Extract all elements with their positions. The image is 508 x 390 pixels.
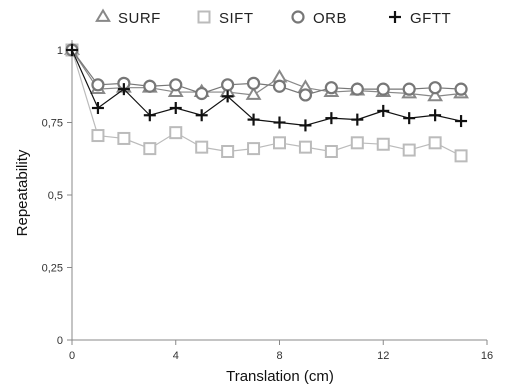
data-point-sift <box>195 140 209 154</box>
y-tick-label: 1 <box>57 45 63 57</box>
data-point-orb <box>91 78 105 92</box>
legend-label-orb: ORB <box>313 10 347 27</box>
data-point-orb <box>428 81 442 95</box>
data-point-gftt <box>91 102 104 114</box>
data-point-gftt <box>455 115 468 128</box>
data-point-orb <box>246 76 261 90</box>
x-tick-label: 8 <box>276 350 282 362</box>
legend-marker-sift <box>197 10 211 24</box>
x-axis-ticks: 0 4 8 12 16 <box>69 340 493 362</box>
data-point-surf <box>245 86 262 100</box>
legend-item-orb: ORB <box>291 10 347 27</box>
series-gftt <box>66 44 468 132</box>
data-point-gftt <box>299 119 312 132</box>
data-point-gftt <box>273 116 286 129</box>
series-orb <box>65 43 468 102</box>
data-point-orb <box>169 78 183 92</box>
data-point-gftt <box>143 109 156 122</box>
x-tick-label: 4 <box>173 350 179 362</box>
data-point-sift <box>221 145 235 158</box>
data-point-gftt <box>325 112 338 125</box>
data-point-gftt <box>221 90 234 103</box>
series-line-orb <box>71 49 462 96</box>
data-point-sift <box>350 136 364 150</box>
data-point-surf <box>427 87 444 102</box>
legend-item-gftt: GFTT <box>389 10 451 27</box>
y-tick-label: 0,25 <box>42 263 63 275</box>
data-point-sift <box>324 145 338 158</box>
y-tick-label: 0 <box>57 335 63 347</box>
data-point-orb <box>324 81 338 95</box>
data-point-orb <box>350 82 364 96</box>
x-tick-label: 12 <box>377 350 389 362</box>
data-point-sift <box>298 140 312 154</box>
data-point-gftt <box>117 83 130 96</box>
data-point-sift <box>454 149 468 163</box>
legend-label-gftt: GFTT <box>410 10 451 27</box>
data-point-orb <box>195 86 209 101</box>
data-point-sift <box>428 136 442 150</box>
data-point-orb <box>221 78 235 92</box>
x-axis-label: Translation (cm) <box>226 368 334 385</box>
data-point-gftt <box>247 113 260 126</box>
y-tick-label: 0,75 <box>42 118 63 130</box>
x-tick-label: 16 <box>481 350 493 362</box>
legend-label-sift: SIFT <box>219 10 254 27</box>
series-line-surf <box>71 49 462 98</box>
legend: SURF SIFT ORB GFTT <box>95 8 451 27</box>
data-point-sift <box>117 131 131 145</box>
data-point-orb <box>143 79 157 93</box>
series-group <box>64 41 469 163</box>
data-point-sift <box>273 136 286 150</box>
legend-marker-gftt <box>389 11 401 23</box>
data-point-gftt <box>351 113 364 126</box>
legend-marker-surf <box>95 8 111 22</box>
y-axis-ticks: 0 0,25 0,5 0,75 1 <box>42 45 72 347</box>
data-point-gftt <box>66 44 78 56</box>
legend-item-sift: SIFT <box>197 10 254 27</box>
legend-item-surf: SURF <box>95 8 161 27</box>
data-point-sift <box>376 137 390 151</box>
y-tick-label: 0,5 <box>48 190 63 202</box>
series-line-sift <box>71 49 462 157</box>
series-sift <box>65 43 468 163</box>
y-axis-label: Repeatability <box>14 149 31 236</box>
x-tick-label: 0 <box>69 350 75 362</box>
plot-area: 0 0,25 0,5 0,75 1 0 4 8 12 16 <box>42 40 493 362</box>
data-point-sift <box>247 142 261 156</box>
data-point-orb <box>298 88 313 102</box>
data-point-sift <box>169 126 183 140</box>
legend-marker-orb <box>291 10 305 24</box>
data-point-orb <box>454 82 468 96</box>
data-point-gftt <box>377 104 390 117</box>
data-point-sift <box>402 143 416 157</box>
data-point-sift <box>143 142 157 156</box>
data-point-gftt <box>429 109 442 122</box>
data-point-gftt <box>403 112 416 125</box>
data-point-gftt <box>195 109 208 122</box>
series-line-gftt <box>71 49 462 127</box>
data-point-sift <box>91 129 105 143</box>
data-point-gftt <box>169 102 182 114</box>
data-point-orb <box>272 79 287 93</box>
data-point-orb <box>402 82 416 96</box>
data-point-orb <box>376 82 390 96</box>
legend-label-surf: SURF <box>118 10 161 27</box>
